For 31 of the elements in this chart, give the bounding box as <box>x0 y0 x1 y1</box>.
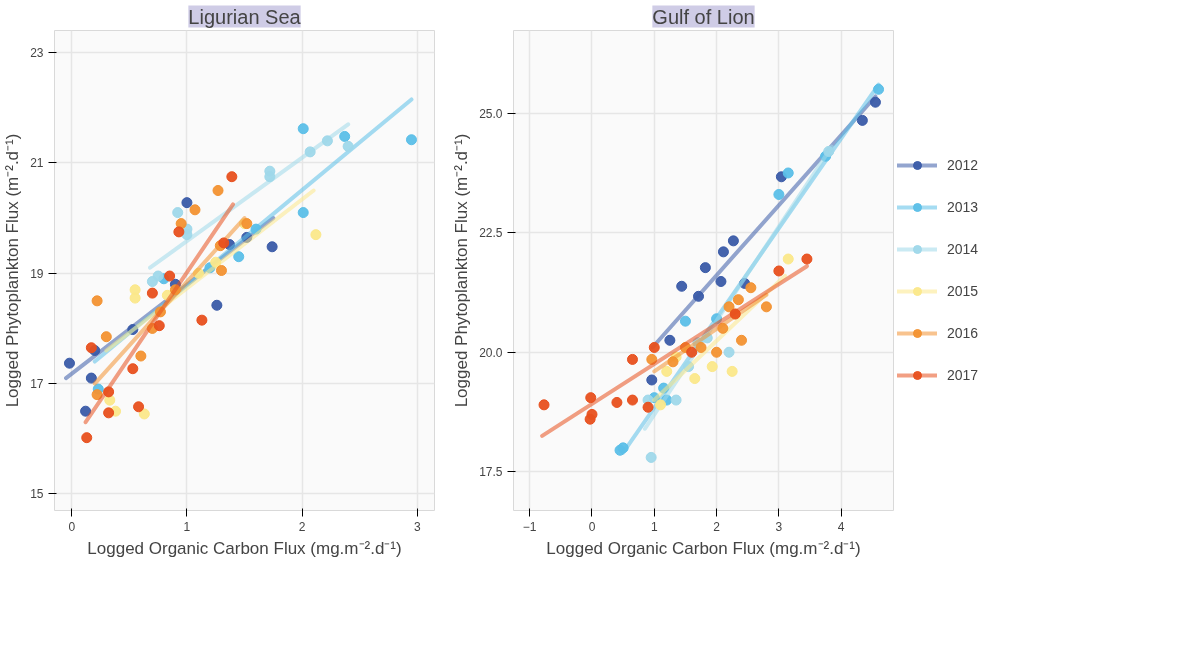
y-tick-label: 20.0 <box>479 345 503 360</box>
legend-label: 2016 <box>947 325 979 341</box>
x-tick-label: 4 <box>837 519 845 534</box>
x-tick-label: 1 <box>650 519 658 534</box>
legend-label: 2017 <box>947 367 979 383</box>
legend-label: 2013 <box>947 199 979 215</box>
y-axis-title: Logged Phytoplankton Flux (m⁻².d⁻¹) <box>452 133 472 408</box>
x-tick-label: 3 <box>775 519 783 534</box>
y-tick-label: 22.5 <box>479 226 503 241</box>
x-axis-title: Logged Organic Carbon Flux (mg.m⁻².d⁻¹) <box>546 538 861 558</box>
x-tick-label: 3 <box>413 519 421 534</box>
y-tick-label: 17 <box>30 377 44 392</box>
x-tick-label: 1 <box>183 519 191 534</box>
x-tick-label: −1 <box>522 519 537 534</box>
y-tick-label: 17.5 <box>479 465 503 480</box>
y-axis-title: Logged Phytoplankton Flux (m⁻².d⁻¹) <box>3 133 23 408</box>
y-tick-label: 19 <box>30 266 44 281</box>
y-tick-label: 15 <box>30 487 44 502</box>
x-axis-title: Logged Organic Carbon Flux (mg.m⁻².d⁻¹) <box>87 538 402 558</box>
y-tick-label: 25.0 <box>479 106 503 121</box>
y-tick-label: 21 <box>30 156 44 171</box>
x-tick-label: 2 <box>298 519 306 534</box>
legend-label: 2015 <box>947 283 979 299</box>
x-tick-label: 0 <box>68 519 76 534</box>
legend-label: 2012 <box>947 157 979 173</box>
chart-title: Ligurian Sea <box>188 5 302 28</box>
x-tick-label: 2 <box>713 519 721 534</box>
y-tick-label: 23 <box>30 46 44 61</box>
x-tick-label: 0 <box>588 519 596 534</box>
chart-title: Gulf of Lion <box>652 5 755 28</box>
legend-label: 2014 <box>947 241 979 257</box>
